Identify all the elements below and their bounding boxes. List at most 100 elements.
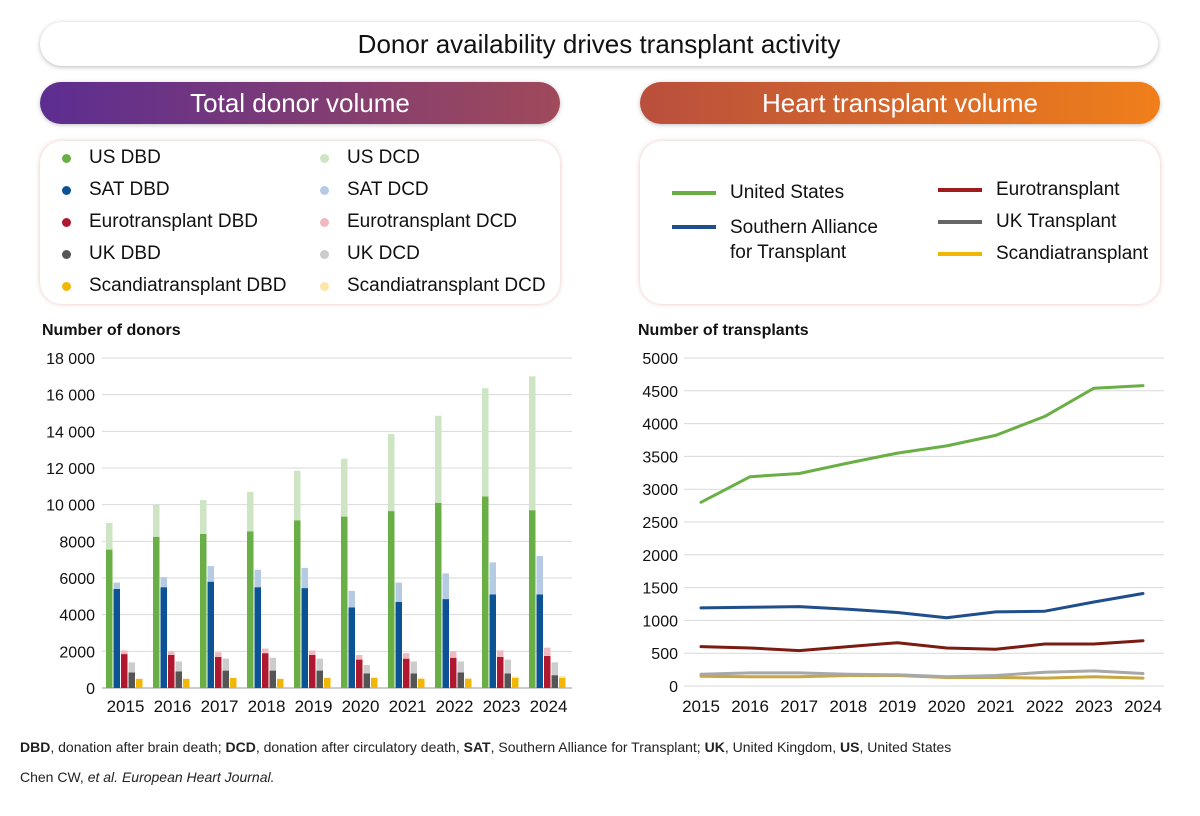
x-tick-label: 2024 xyxy=(530,697,568,716)
legend-item-sat-dbd: SAT DBD xyxy=(62,179,170,201)
bar-uk-dcd-2017 xyxy=(222,658,229,671)
bar-uk-dbd-2024 xyxy=(551,675,558,688)
bar-scandiatransplant-dcd-2021 xyxy=(418,677,425,679)
series-line-uk-transplant xyxy=(699,669,1145,679)
bar-us-dbd-2015 xyxy=(106,549,113,688)
series-line-eurotransplant xyxy=(699,639,1145,653)
abbreviation-definition: , donation after circulatory death, xyxy=(255,739,464,755)
donor-volume-header: Total donor volume xyxy=(40,82,560,124)
bar-eurotransplant-dbd-2023 xyxy=(497,656,504,688)
legend-item-eurotransplant-dcd: Eurotransplant DCD xyxy=(320,211,517,233)
citation-authors: Chen CW, xyxy=(20,769,88,785)
y-tick-label: 6000 xyxy=(59,571,95,588)
bar-eurotransplant-dbd-2015 xyxy=(121,654,128,688)
bar-sat-dbd-2017 xyxy=(207,581,214,688)
bar-us-dbd-2024 xyxy=(529,510,536,688)
legend-label: SAT DBD xyxy=(89,179,170,200)
bar-scandiatransplant-dbd-2024 xyxy=(559,677,566,688)
bar-us-dbd-2023 xyxy=(482,496,489,688)
legend-item-sat-dcd: SAT DCD xyxy=(320,179,429,201)
legend-line xyxy=(938,188,982,192)
bar-eurotransplant-dbd-2022 xyxy=(450,657,457,688)
legend-line xyxy=(672,225,716,229)
y-tick-label: 8000 xyxy=(59,534,95,551)
bar-scandiatransplant-dbd-2019 xyxy=(324,677,331,688)
bar-sat-dcd-2015 xyxy=(113,582,120,589)
y-tick-label: 10 000 xyxy=(46,498,95,515)
bar-eurotransplant-dcd-2024 xyxy=(544,647,551,656)
bar-scandiatransplant-dbd-2018 xyxy=(277,678,284,688)
legend-marker xyxy=(62,217,71,227)
bar-us-dcd-2015 xyxy=(106,523,113,550)
bar-scandiatransplant-dcd-2020 xyxy=(371,677,378,678)
bar-sat-dcd-2022 xyxy=(442,573,449,600)
legend-label: UK Transplant xyxy=(996,211,1117,232)
legend-line xyxy=(938,252,982,256)
bar-uk-dcd-2018 xyxy=(269,657,276,671)
bar-eurotransplant-dcd-2020 xyxy=(356,655,363,660)
donor-legend: US DBD SAT DBD Eurotransplant DBD UK DBD… xyxy=(40,141,560,304)
x-tick-label: 2016 xyxy=(731,697,769,716)
bar-us-dbd-2019 xyxy=(294,520,301,688)
legend-label: Eurotransplant xyxy=(996,179,1120,200)
bar-us-dcd-2023 xyxy=(482,388,489,497)
y-tick-label: 2500 xyxy=(642,515,678,532)
bar-eurotransplant-dcd-2015 xyxy=(121,650,128,655)
legend-marker xyxy=(320,281,329,291)
bar-scandiatransplant-dbd-2021 xyxy=(418,678,425,688)
series-line-southern-alliance-for-transplant xyxy=(699,592,1145,620)
legend-label-block: Southern Alliance for Transplant xyxy=(730,215,878,265)
bar-uk-dcd-2022 xyxy=(457,661,464,673)
bar-eurotransplant-dcd-2018 xyxy=(262,648,269,654)
bar-uk-dbd-2016 xyxy=(175,671,182,688)
abbreviation-definition: , United Kingdom, xyxy=(724,739,840,755)
y-tick-label: 3500 xyxy=(642,449,678,466)
bar-uk-dbd-2015 xyxy=(128,672,135,688)
transplant-y-axis-title: Number of transplants xyxy=(638,322,809,339)
bar-sat-dbd-2023 xyxy=(489,594,496,688)
legend-item-us-dcd: US DCD xyxy=(320,147,420,169)
x-tick-label: 2021 xyxy=(389,697,427,716)
legend-label: SAT DCD xyxy=(347,179,429,200)
bar-uk-dcd-2020 xyxy=(363,665,370,674)
x-tick-label: 2021 xyxy=(977,697,1015,716)
bar-eurotransplant-dcd-2023 xyxy=(497,650,504,657)
bar-scandiatransplant-dbd-2020 xyxy=(371,677,378,688)
transplant-legend: United States Southern Alliance for Trans… xyxy=(640,141,1160,304)
figure-title: Donor availability drives transplant act… xyxy=(40,22,1158,66)
x-tick-label: 2019 xyxy=(295,697,333,716)
legend-item-uk-dcd: UK DCD xyxy=(320,243,420,265)
bar-us-dbd-2020 xyxy=(341,516,348,688)
bar-uk-dcd-2019 xyxy=(316,658,323,671)
legend-label: UK DCD xyxy=(347,243,420,264)
y-tick-label: 2000 xyxy=(59,644,95,661)
bar-eurotransplant-dcd-2019 xyxy=(309,650,316,655)
abbreviation-definition: , Southern Alliance for Transplant; xyxy=(490,739,705,755)
bar-uk-dbd-2018 xyxy=(269,670,276,688)
legend-label: UK DBD xyxy=(89,243,161,264)
bar-us-dcd-2019 xyxy=(294,470,301,521)
x-tick-label: 2023 xyxy=(1075,697,1113,716)
bar-sat-dcd-2018 xyxy=(254,569,261,588)
legend-marker xyxy=(320,217,329,227)
transplant-volume-header: Heart transplant volume xyxy=(640,82,1160,124)
bar-uk-dbd-2020 xyxy=(363,673,370,688)
legend-item-us-dbd: US DBD xyxy=(62,147,161,169)
bar-eurotransplant-dbd-2018 xyxy=(262,653,269,688)
legend-item-scandiatransplant-dbd: Scandiatransplant DBD xyxy=(62,275,287,297)
bar-scandiatransplant-dbd-2023 xyxy=(512,677,519,688)
y-tick-label: 0 xyxy=(669,679,678,696)
legend-label: Scandiatransplant xyxy=(996,243,1149,264)
bar-eurotransplant-dcd-2021 xyxy=(403,653,410,659)
abbreviation-uk: UK xyxy=(704,739,725,755)
legend-item-scandiatransplant: Scandiatransplant xyxy=(938,243,1148,265)
legend-marker xyxy=(320,153,329,163)
bar-scandiatransplant-dbd-2022 xyxy=(465,678,472,688)
bar-uk-dbd-2022 xyxy=(457,672,464,688)
y-tick-label: 500 xyxy=(651,646,678,663)
y-tick-label: 0 xyxy=(86,681,95,698)
bar-eurotransplant-dbd-2024 xyxy=(544,655,551,688)
legend-label: US DBD xyxy=(89,147,161,168)
x-tick-label: 2020 xyxy=(342,697,380,716)
abbreviation-dbd: DBD xyxy=(20,739,51,755)
